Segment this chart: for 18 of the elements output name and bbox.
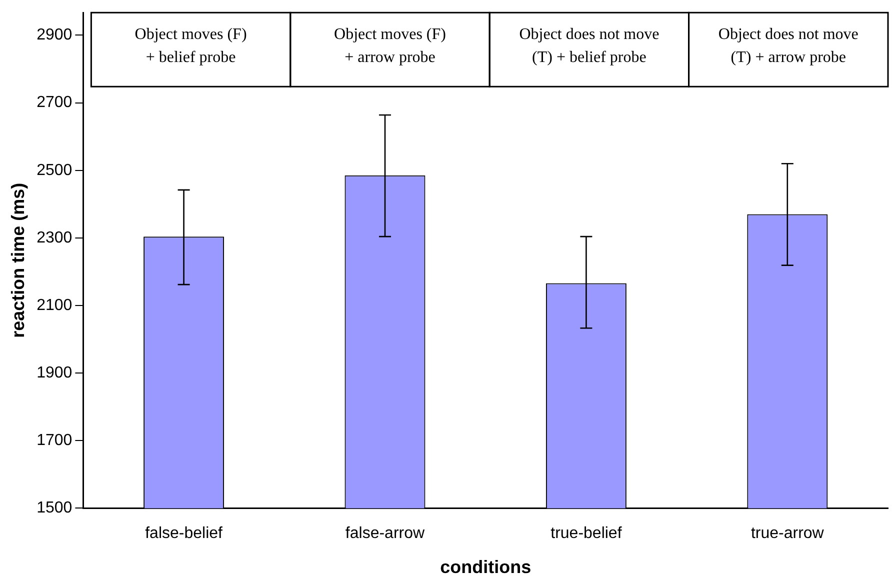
annotation: Object does not move (T) + belief probe (519, 26, 660, 66)
y-tick-label: 2900 (36, 26, 72, 44)
y-tick-label: 1500 (36, 500, 72, 517)
x-axis-title: conditions (440, 557, 532, 578)
x-tick-label: true-arrow (750, 525, 824, 542)
y-tick-label: 1900 (36, 364, 72, 382)
x-tick-label: false-belief (145, 525, 224, 542)
x-tick-label: false-arrow (345, 525, 426, 542)
y-axis-title: reaction time (ms) (8, 182, 28, 338)
annotation: Object does not move (T) + arrow probe (718, 26, 858, 66)
y-tick-label: 2300 (36, 229, 72, 246)
x-tick-label: true-belief (550, 525, 622, 542)
annotation: Object moves (F) + arrow probe (334, 26, 446, 66)
annotation: Object moves (F) + belief probe (134, 26, 247, 66)
y-tick-label: 2500 (36, 162, 72, 179)
y-tick-label: 1700 (36, 432, 72, 450)
y-tick-label: 2700 (36, 94, 72, 112)
y-tick-label: 2100 (36, 296, 72, 314)
